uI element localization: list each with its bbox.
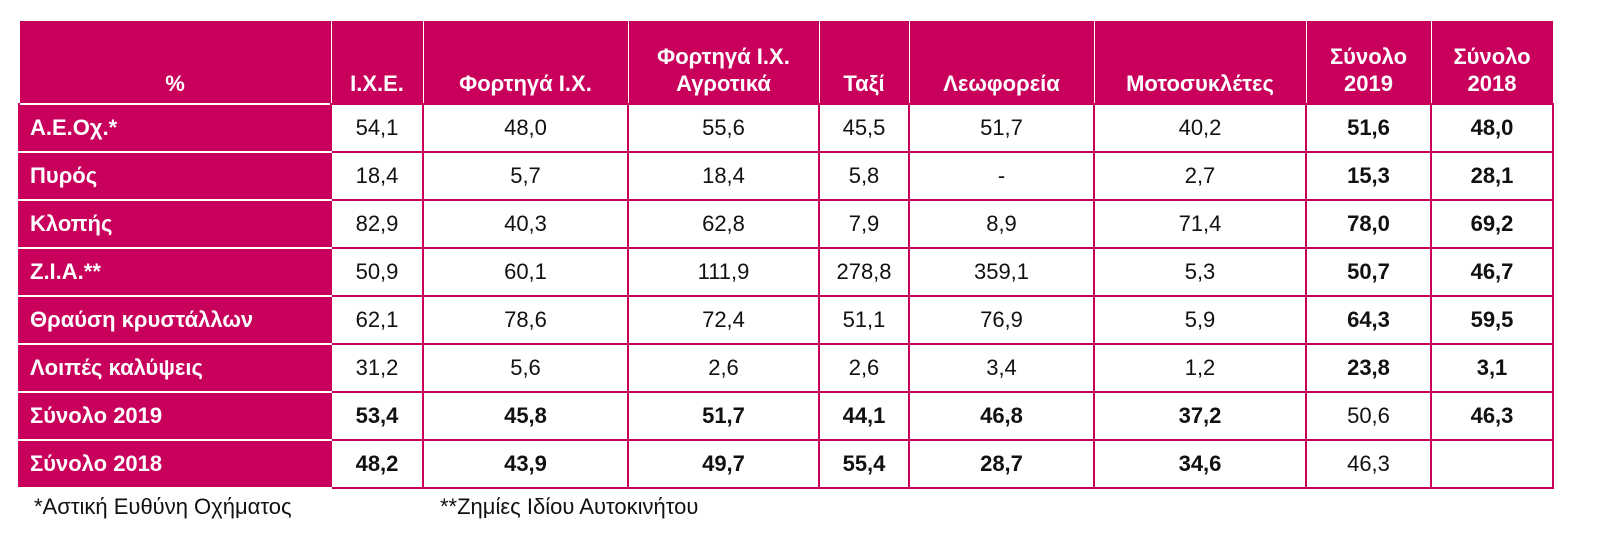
- cell: 76,9: [908, 295, 1095, 345]
- cell: 111,9: [627, 247, 820, 297]
- cell: 31,2: [330, 343, 424, 393]
- cell: 51,6: [1305, 103, 1432, 153]
- cell: 82,9: [330, 199, 424, 249]
- cell: 40,3: [422, 199, 629, 249]
- cell: 15,3: [1305, 151, 1432, 201]
- cell: 8,9: [908, 199, 1095, 249]
- cell: 5,9: [1093, 295, 1307, 345]
- cell: 359,1: [908, 247, 1095, 297]
- cell: 2,7: [1093, 151, 1307, 201]
- cell: 50,7: [1305, 247, 1432, 297]
- cell: 40,2: [1093, 103, 1307, 153]
- cell: 34,6: [1093, 439, 1307, 489]
- row-label: Σύνολο 2019: [18, 391, 332, 441]
- row-label: Λοιπές καλύψεις: [18, 343, 332, 393]
- cell: 54,1: [330, 103, 424, 153]
- cell: 3,1: [1430, 343, 1554, 393]
- cell: 44,1: [818, 391, 910, 441]
- cell: 5,8: [818, 151, 910, 201]
- cell: 53,4: [330, 391, 424, 441]
- cell: 43,9: [422, 439, 629, 489]
- cell: 2,6: [627, 343, 820, 393]
- cell: 46,8: [908, 391, 1095, 441]
- cell: -: [908, 151, 1095, 201]
- cell: 55,4: [818, 439, 910, 489]
- footnote: *Αστική Ευθύνη Οχήματος: [34, 494, 292, 519]
- column-header: Σύνολο 2018: [1430, 20, 1554, 105]
- table-row: Σύνολο 2019 53,4 45,8 51,7 44,1 46,8 37,2 50,6 4…: [18, 391, 1554, 441]
- cell: 28,1: [1430, 151, 1554, 201]
- row-label: Κλοπής: [18, 199, 332, 249]
- cell: 28,7: [908, 439, 1095, 489]
- cell: 23,8: [1305, 343, 1432, 393]
- cell: 50,6: [1305, 391, 1432, 441]
- row-label: Α.Ε.Οχ.*: [18, 103, 332, 153]
- cell: 51,7: [627, 391, 820, 441]
- cell: 2,6: [818, 343, 910, 393]
- table-body: Α.Ε.Οχ.* 54,1 48,0 55,6 45,5 51,7 40,2 51,6 48,0…: [18, 103, 1554, 489]
- cell: 51,7: [908, 103, 1095, 153]
- cell: 51,1: [818, 295, 910, 345]
- table-row: Λοιπές καλύψεις 31,2 5,6 2,6 2,6 3,4 1,2 23,8 3,…: [18, 343, 1554, 393]
- cell: 60,1: [422, 247, 629, 297]
- cell: 18,4: [627, 151, 820, 201]
- cell: 45,5: [818, 103, 910, 153]
- row-label: Πυρός: [18, 151, 332, 201]
- row-label: Ζ.Ι.Α.**: [18, 247, 332, 297]
- cell: 78,0: [1305, 199, 1432, 249]
- cell: 62,8: [627, 199, 820, 249]
- column-header: Μοτοσυκλέτες: [1093, 20, 1307, 105]
- cell: 71,4: [1093, 199, 1307, 249]
- table-row: Σύνολο 2018 48,2 43,9 49,7 55,4 28,7 34,6 46,3: [18, 439, 1554, 489]
- column-header: Ι.Χ.Ε.: [330, 20, 424, 105]
- table-row: Θραύση κρυστάλλων 62,1 78,6 72,4 51,1 76,9 5,9…: [18, 295, 1554, 345]
- column-header: Σύνολο 2019: [1305, 20, 1432, 105]
- cell: 46,3: [1305, 439, 1432, 489]
- cell: 55,6: [627, 103, 820, 153]
- cell: 18,4: [330, 151, 424, 201]
- table-row: Ζ.Ι.Α.** 50,9 60,1 111,9 278,8 359,1 5,3 50,7 46…: [18, 247, 1554, 297]
- cell: 5,3: [1093, 247, 1307, 297]
- cell: 5,7: [422, 151, 629, 201]
- cell: 59,5: [1430, 295, 1554, 345]
- header-row: % Ι.Χ.Ε. Φορτηγά Ι.Χ. Φορτηγά Ι.Χ. Αγροτικά…: [18, 20, 1554, 105]
- cell: 50,9: [330, 247, 424, 297]
- cell: 48,0: [422, 103, 629, 153]
- cell: 278,8: [818, 247, 910, 297]
- column-header: Φορτηγά Ι.Χ.: [422, 20, 629, 105]
- table-row: Πυρός 18,4 5,7 18,4 5,8-2,7 15,3 28,1: [18, 151, 1554, 201]
- cell: 45,8: [422, 391, 629, 441]
- cell: 64,3: [1305, 295, 1432, 345]
- cell: [1430, 439, 1554, 489]
- cell: 5,6: [422, 343, 629, 393]
- cell: 69,2: [1430, 199, 1554, 249]
- cell: 3,4: [908, 343, 1095, 393]
- cell: 72,4: [627, 295, 820, 345]
- cell: 48,2: [330, 439, 424, 489]
- cell: 1,2: [1093, 343, 1307, 393]
- row-label: Θραύση κρυστάλλων: [18, 295, 332, 345]
- cell: 49,7: [627, 439, 820, 489]
- column-header: Ταξί: [818, 20, 910, 105]
- data-table: % Ι.Χ.Ε. Φορτηγά Ι.Χ. Φορτηγά Ι.Χ. Αγροτικά…: [18, 20, 1554, 489]
- cell: 37,2: [1093, 391, 1307, 441]
- footnote: **Ζημίες Ιδίου Αυτοκινήτου: [440, 494, 699, 519]
- table-row: Α.Ε.Οχ.* 54,1 48,0 55,6 45,5 51,7 40,2 51,6 48,0: [18, 103, 1554, 153]
- column-header: %: [18, 20, 332, 105]
- table-row: Κλοπής 82,9 40,3 62,8 7,9 8,9 71,4 78,0 69,2: [18, 199, 1554, 249]
- cell: 48,0: [1430, 103, 1554, 153]
- cell: 78,6: [422, 295, 629, 345]
- cell: 46,7: [1430, 247, 1554, 297]
- cell: 46,3: [1430, 391, 1554, 441]
- cell: 7,9: [818, 199, 910, 249]
- column-header: Φορτηγά Ι.Χ. Αγροτικά: [627, 20, 820, 105]
- cell: 62,1: [330, 295, 424, 345]
- column-header: Λεωφορεία: [908, 20, 1095, 105]
- row-label: Σύνολο 2018: [18, 439, 332, 489]
